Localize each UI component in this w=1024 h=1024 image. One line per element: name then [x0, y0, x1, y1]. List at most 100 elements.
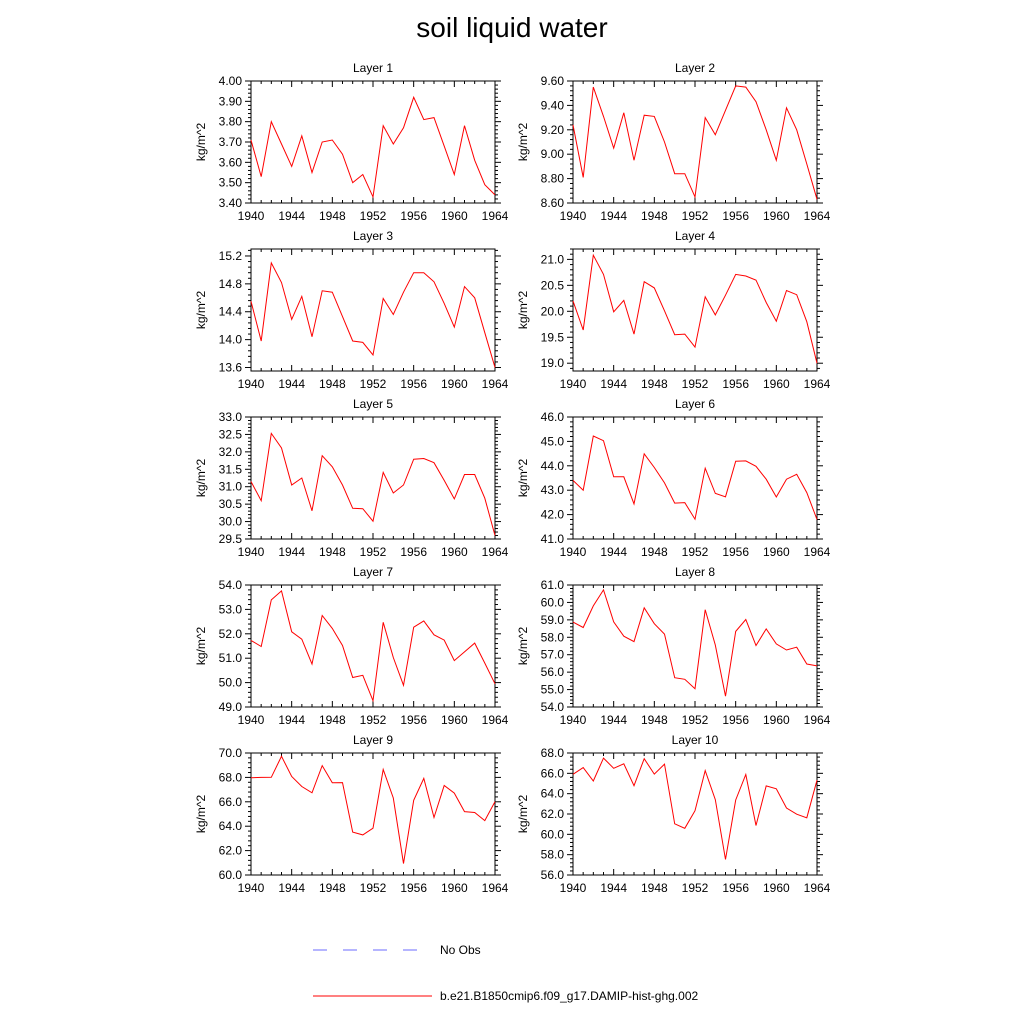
- y-tick-label: 56.0: [541, 665, 565, 679]
- x-tick-label: 1952: [360, 545, 387, 559]
- panel-9: Layer 9 1940 1944 1948 1952 1956 1960 1964 60.0 6…: [194, 733, 509, 895]
- x-tick-label: 1960: [441, 377, 468, 391]
- x-tick-label: 1964: [804, 377, 831, 391]
- y-tick-label: 3.80: [219, 115, 243, 129]
- x-tick-label: 1956: [400, 545, 427, 559]
- y-tick-label: 9.20: [541, 123, 565, 137]
- x-tick-label: 1948: [319, 209, 346, 223]
- y-tick-label: 64.0: [541, 787, 565, 801]
- y-tick-label: 33.0: [219, 410, 243, 424]
- x-tick-label: 1948: [641, 713, 668, 727]
- x-tick-label: 1960: [763, 545, 790, 559]
- series-line: [250, 755, 496, 864]
- y-axis-label: kg/m^2: [194, 291, 208, 330]
- y-tick-label: 3.60: [219, 155, 243, 169]
- y-tick-label: 60.0: [219, 868, 243, 882]
- x-tick-label: 1944: [600, 545, 627, 559]
- panel-title: Layer 5: [353, 397, 393, 411]
- y-axis-label: kg/m^2: [194, 123, 208, 162]
- y-axis-label: kg/m^2: [516, 123, 530, 162]
- y-tick-label: 3.70: [219, 135, 243, 149]
- x-tick-label: 1948: [641, 209, 668, 223]
- y-tick-label: 9.40: [541, 98, 565, 112]
- x-tick-label: 1944: [600, 713, 627, 727]
- y-tick-label: 32.5: [219, 427, 243, 441]
- y-tick-label: 60.0: [541, 827, 565, 841]
- panel-title: Layer 4: [675, 229, 715, 243]
- x-tick-label: 1952: [682, 881, 709, 895]
- x-tick-label: 1952: [682, 713, 709, 727]
- series-line: [250, 432, 496, 536]
- y-tick-label: 54.0: [541, 700, 565, 714]
- panel-title: Layer 3: [353, 229, 393, 243]
- x-tick-label: 1960: [441, 209, 468, 223]
- y-axis-label: kg/m^2: [516, 291, 530, 330]
- series-line: [250, 95, 496, 199]
- y-tick-label: 45.0: [541, 434, 565, 448]
- y-tick-label: 8.60: [541, 196, 565, 210]
- y-tick-label: 46.0: [541, 410, 565, 424]
- series-line: [572, 588, 818, 697]
- series-line: [572, 757, 818, 860]
- x-tick-label: 1948: [319, 713, 346, 727]
- x-tick-label: 1944: [278, 713, 305, 727]
- x-tick-label: 1956: [400, 377, 427, 391]
- y-tick-label: 43.0: [541, 483, 565, 497]
- panel-title: Layer 9: [353, 733, 393, 747]
- y-axis-label: kg/m^2: [194, 459, 208, 498]
- panel-7: Layer 7 1940 1944 1948 1952 1956 1960 1964 49.0 5…: [194, 565, 509, 727]
- y-tick-label: 29.5: [219, 532, 243, 546]
- x-tick-label: 1948: [319, 377, 346, 391]
- x-tick-label: 1940: [238, 713, 265, 727]
- x-tick-label: 1940: [560, 545, 587, 559]
- x-tick-label: 1952: [682, 545, 709, 559]
- x-tick-label: 1956: [722, 545, 749, 559]
- x-tick-label: 1944: [278, 881, 305, 895]
- x-tick-label: 1952: [682, 209, 709, 223]
- panel-title: Layer 2: [675, 61, 715, 75]
- y-tick-label: 9.60: [541, 74, 565, 88]
- y-tick-label: 14.0: [219, 333, 243, 347]
- x-tick-label: 1956: [400, 881, 427, 895]
- x-tick-label: 1956: [722, 713, 749, 727]
- y-tick-label: 31.0: [219, 480, 243, 494]
- legend-no-obs-label: No Obs: [440, 943, 481, 957]
- series-line: [572, 85, 818, 200]
- x-tick-label: 1952: [360, 209, 387, 223]
- panel-6: Layer 6 1940 1944 1948 1952 1956 1960 1964 41.0 4…: [516, 397, 831, 559]
- y-tick-label: 42.0: [541, 508, 565, 522]
- series-line: [572, 253, 818, 364]
- y-tick-label: 50.0: [219, 676, 243, 690]
- x-tick-label: 1944: [278, 209, 305, 223]
- y-tick-label: 66.0: [541, 766, 565, 780]
- panel-5: Layer 5 1940 1944 1948 1952 1956 1960 1964 29.5 3…: [194, 397, 509, 559]
- y-tick-label: 53.0: [219, 602, 243, 616]
- y-tick-label: 3.40: [219, 196, 243, 210]
- y-tick-label: 32.0: [219, 445, 243, 459]
- x-tick-label: 1948: [319, 881, 346, 895]
- x-tick-label: 1944: [278, 377, 305, 391]
- y-tick-label: 49.0: [219, 700, 243, 714]
- y-axis-label: kg/m^2: [194, 795, 208, 834]
- x-tick-label: 1940: [238, 881, 265, 895]
- x-tick-label: 1964: [804, 881, 831, 895]
- x-tick-label: 1960: [763, 377, 790, 391]
- y-tick-label: 9.00: [541, 147, 565, 161]
- y-tick-label: 20.0: [541, 304, 565, 318]
- x-tick-label: 1964: [804, 545, 831, 559]
- panel-title: Layer 8: [675, 565, 715, 579]
- y-tick-label: 62.0: [541, 807, 565, 821]
- x-tick-label: 1956: [400, 713, 427, 727]
- y-tick-label: 54.0: [219, 578, 243, 592]
- y-tick-label: 58.0: [541, 630, 565, 644]
- x-tick-label: 1960: [763, 713, 790, 727]
- x-tick-label: 1952: [360, 713, 387, 727]
- y-tick-label: 19.0: [541, 356, 565, 370]
- x-tick-label: 1956: [722, 881, 749, 895]
- y-tick-label: 62.0: [219, 844, 243, 858]
- y-tick-label: 44.0: [541, 459, 565, 473]
- y-tick-label: 68.0: [541, 746, 565, 760]
- y-tick-label: 56.0: [541, 868, 565, 882]
- x-tick-label: 1948: [319, 545, 346, 559]
- x-tick-label: 1956: [722, 209, 749, 223]
